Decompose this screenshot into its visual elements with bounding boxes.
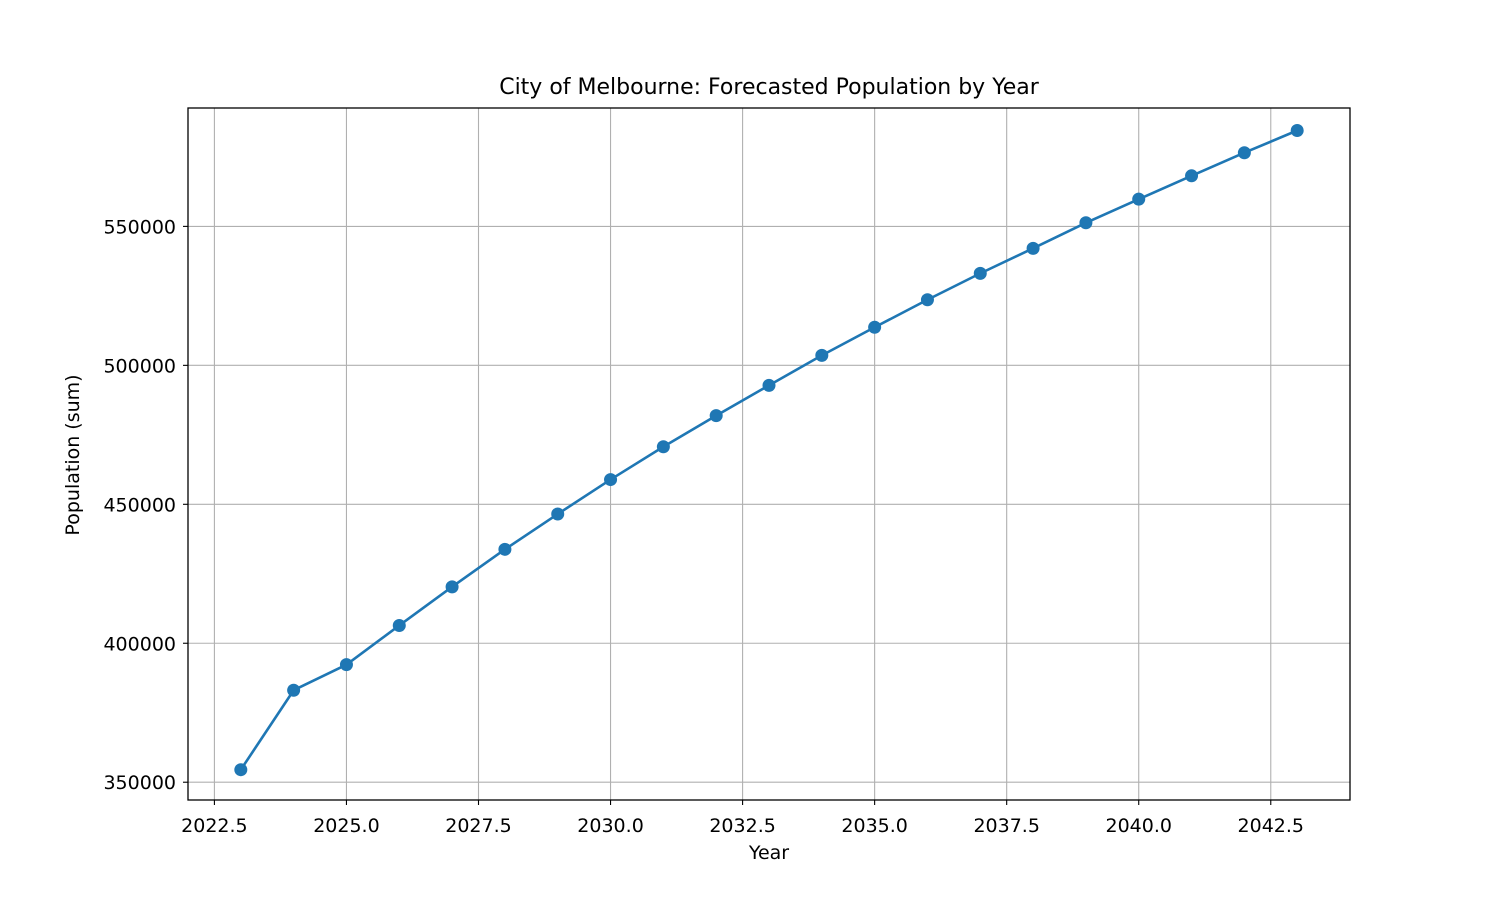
y-axis-label: Population (sum)	[62, 374, 84, 535]
data-point-2023	[234, 763, 248, 777]
data-point-2036	[920, 293, 934, 307]
x-tick-label: 2025.0	[313, 815, 379, 837]
data-point-2033	[762, 378, 776, 392]
data-point-2041	[1185, 169, 1199, 183]
x-tick-label: 2032.5	[709, 815, 775, 837]
x-tick-label: 2027.5	[445, 815, 511, 837]
data-point-2028	[498, 542, 512, 556]
y-tick-label: 450000	[103, 494, 176, 516]
x-tick-label: 2022.5	[181, 815, 247, 837]
data-point-2026	[392, 618, 406, 632]
data-point-2039	[1079, 216, 1093, 230]
data-point-2042	[1237, 146, 1251, 160]
x-tick-label: 2042.5	[1238, 815, 1304, 837]
y-tick-label: 500000	[103, 355, 176, 377]
data-point-2038	[1026, 241, 1040, 255]
y-tick-label: 350000	[103, 772, 176, 794]
x-tick-label: 2037.5	[973, 815, 1039, 837]
data-point-2024	[287, 683, 301, 697]
data-point-2040	[1132, 192, 1146, 206]
chart-title: City of Melbourne: Forecasted Population…	[499, 75, 1040, 100]
data-point-2043	[1290, 124, 1304, 138]
data-point-2025	[339, 658, 353, 672]
data-series	[234, 124, 1304, 777]
data-point-2032	[709, 409, 723, 423]
data-point-2034	[815, 348, 829, 362]
x-tick-label: 2040.0	[1105, 815, 1171, 837]
data-point-2035	[868, 320, 882, 334]
data-point-2031	[656, 440, 670, 454]
data-point-2029	[551, 507, 565, 521]
x-axis-label: Year	[748, 842, 789, 864]
plot-area-frame	[187, 107, 1351, 801]
x-tick-label: 2030.0	[577, 815, 643, 837]
grid-lines	[188, 108, 1350, 800]
data-point-2030	[604, 473, 618, 487]
x-tick-label: 2035.0	[841, 815, 907, 837]
y-tick-label: 400000	[103, 633, 176, 655]
y-tick-label: 550000	[103, 216, 176, 238]
data-point-2027	[445, 580, 459, 594]
axis-ticks: 2022.5 2025.0 2027.5 2030.0 2032.5 2035.0 2037…	[103, 216, 1304, 837]
data-point-2037	[973, 266, 987, 280]
